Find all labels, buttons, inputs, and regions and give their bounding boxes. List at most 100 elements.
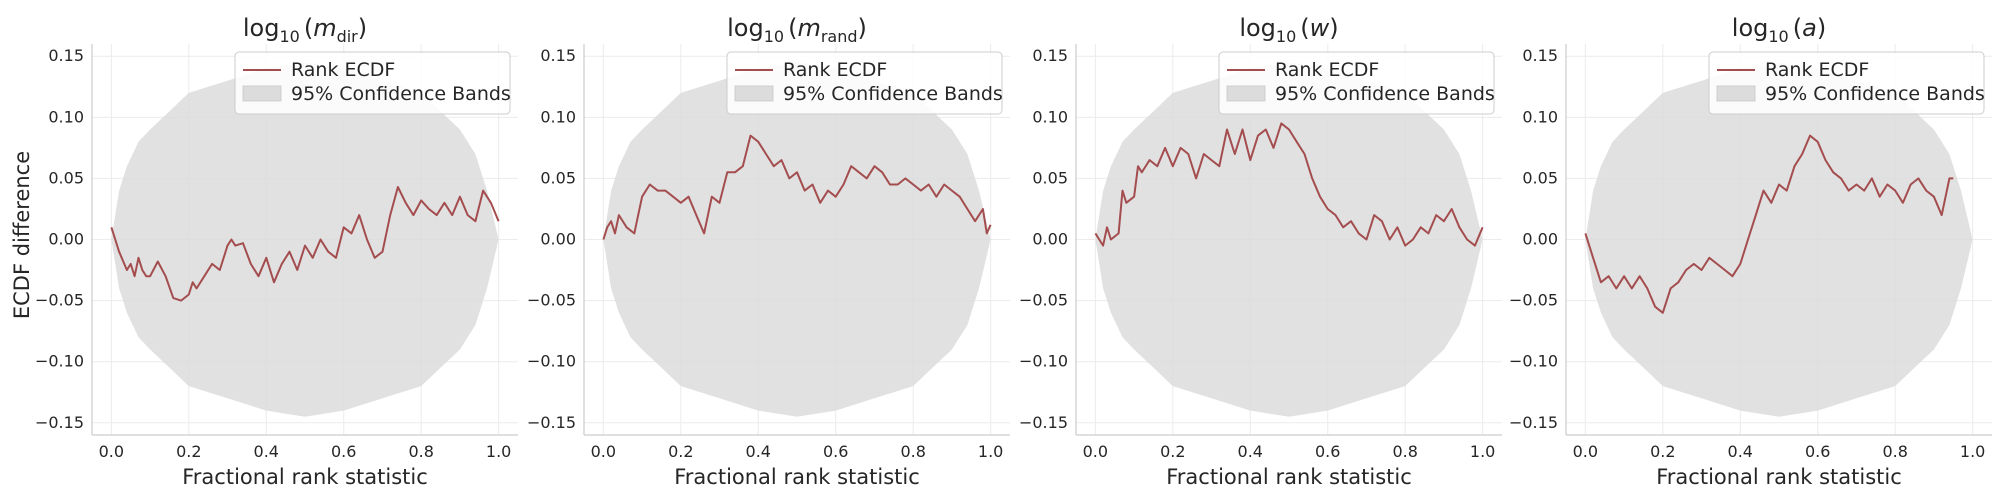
title-open-paren: (: [788, 14, 797, 42]
x-tick-label: 0.2: [1160, 442, 1185, 461]
title-open-paren: (: [1793, 14, 1802, 42]
y-tick-label: 0.10: [1032, 107, 1068, 126]
x-tick-label: 0.6: [823, 442, 848, 461]
x-axis-label: Fractional rank statistic: [1166, 465, 1412, 489]
x-tick-label: 0.8: [1882, 442, 1907, 461]
x-tick-label: 0.6: [331, 442, 356, 461]
title-log: log: [1732, 14, 1769, 42]
legend-label-confidence-bands: 95% Confidence Bands: [291, 83, 511, 105]
y-tick-label: −0.05: [35, 291, 84, 310]
y-tick-label: 0.10: [540, 107, 576, 126]
y-tick-label: 0.00: [540, 230, 576, 249]
panel-title: log10 (w): [1239, 14, 1338, 46]
shared-y-axis-label: ECDF difference: [10, 151, 34, 319]
confidence-band: [111, 62, 499, 417]
chart-panel-2: log10 (mrand) 0.0 0.2 0.4 0.6 0.8 1.0 0.15 0.10 0.…: [527, 14, 1010, 489]
x-tick-label: 0.4: [1238, 442, 1263, 461]
y-tick-label: −0.05: [1509, 291, 1558, 310]
legend-frame: [234, 51, 511, 115]
panel-title: log10 (mrand): [727, 14, 867, 46]
x-tick-label: 0.0: [591, 442, 616, 461]
x-tick-label: 0.0: [1083, 442, 1108, 461]
legend-band-swatch: [1226, 85, 1266, 102]
x-tick-label: 0.6: [1315, 442, 1340, 461]
x-tick-label: 1.0: [486, 442, 511, 461]
y-tick-label: 0.15: [48, 46, 84, 65]
x-tick-label: 0.4: [1728, 442, 1753, 461]
title-close-paren: ): [358, 14, 367, 42]
x-axis-label: Fractional rank statistic: [182, 465, 428, 489]
x-tick-label: 0.2: [176, 442, 201, 461]
y-tick-label: 0.00: [1522, 230, 1558, 249]
x-axis-label: Fractional rank statistic: [674, 465, 920, 489]
x-tick-label: 0.4: [746, 442, 771, 461]
rank-ecdf-line: [602, 134, 992, 240]
y-tick-label: −0.10: [527, 352, 576, 371]
confidence-band: [1095, 62, 1483, 417]
title-variable: a: [1802, 14, 1817, 42]
legend-label-confidence-bands: 95% Confidence Bands: [1275, 83, 1495, 105]
title-close-paren: ): [1817, 14, 1826, 42]
y-tick-label: −0.15: [1509, 413, 1558, 432]
y-tick-label: −0.10: [1019, 352, 1068, 371]
y-tick-label: 0.05: [1522, 168, 1558, 187]
title-log: log: [727, 14, 764, 42]
legend-label-confidence-bands: 95% Confidence Bands: [783, 83, 1003, 105]
rank-ecdf-line: [1584, 134, 1954, 314]
y-tick-label: 0.05: [1032, 168, 1068, 187]
y-tick-label: 0.10: [1522, 107, 1558, 126]
title-variable: m: [797, 14, 820, 42]
x-tick-label: 0.8: [408, 442, 433, 461]
chart-panel-1: log10 (mdir) 0.0 0.2 0.4 0.6 0.8 1.0 0.15 0.10 0.0…: [35, 14, 518, 489]
y-tick-label: 0.05: [48, 168, 84, 187]
title-variable: m: [313, 14, 336, 42]
title-open-paren: (: [1300, 14, 1309, 42]
panel-title: log10 (a): [1732, 14, 1826, 46]
y-tick-label: 0.15: [1522, 46, 1558, 65]
title-log: log: [1239, 14, 1276, 42]
title-log-base: 10: [279, 27, 299, 46]
confidence-band: [1585, 62, 1973, 417]
y-tick-label: −0.10: [35, 352, 84, 371]
x-tick-label: 1.0: [1960, 442, 1985, 461]
legend-band-swatch: [242, 85, 282, 102]
legend-frame: [1218, 51, 1495, 115]
x-tick-label: 0.4: [254, 442, 279, 461]
x-tick-label: 0.6: [1805, 442, 1830, 461]
legend-label-rank-ecdf: Rank ECDF: [291, 59, 395, 81]
title-log-base: 10: [1768, 27, 1788, 46]
rank-ecdf-line: [110, 186, 500, 302]
x-axis-label: Fractional rank statistic: [1656, 465, 1902, 489]
rank-ecdf-line: [1094, 122, 1484, 247]
y-tick-label: 0.05: [540, 168, 576, 187]
y-tick-label: 0.15: [1032, 46, 1068, 65]
y-tick-label: −0.05: [1019, 291, 1068, 310]
legend-band-swatch: [734, 85, 774, 102]
confidence-band: [603, 62, 991, 417]
title-open-paren: (: [304, 14, 313, 42]
x-tick-label: 0.8: [1392, 442, 1417, 461]
legend-label-rank-ecdf: Rank ECDF: [1275, 59, 1379, 81]
y-tick-label: −0.10: [1509, 352, 1558, 371]
y-tick-label: 0.00: [1032, 230, 1068, 249]
x-tick-label: 0.2: [668, 442, 693, 461]
title-close-paren: ): [858, 14, 867, 42]
x-tick-label: 0.2: [1650, 442, 1675, 461]
y-tick-label: −0.15: [35, 413, 84, 432]
title-log: log: [243, 14, 280, 42]
x-tick-label: 0.0: [1573, 442, 1598, 461]
legend-frame: [726, 51, 1003, 115]
legend-label-rank-ecdf: Rank ECDF: [1765, 59, 1869, 81]
y-tick-label: −0.15: [1019, 413, 1068, 432]
chart-panel-3: log10 (w) 0.0 0.2 0.4 0.6 0.8 1.0 0.15 0.10 0.05 0.…: [1019, 14, 1502, 489]
title-close-paren: ): [1329, 14, 1338, 42]
y-tick-label: −0.15: [527, 413, 576, 432]
y-tick-label: 0.10: [48, 107, 84, 126]
x-tick-label: 0.8: [900, 442, 925, 461]
y-tick-label: 0.00: [48, 230, 84, 249]
